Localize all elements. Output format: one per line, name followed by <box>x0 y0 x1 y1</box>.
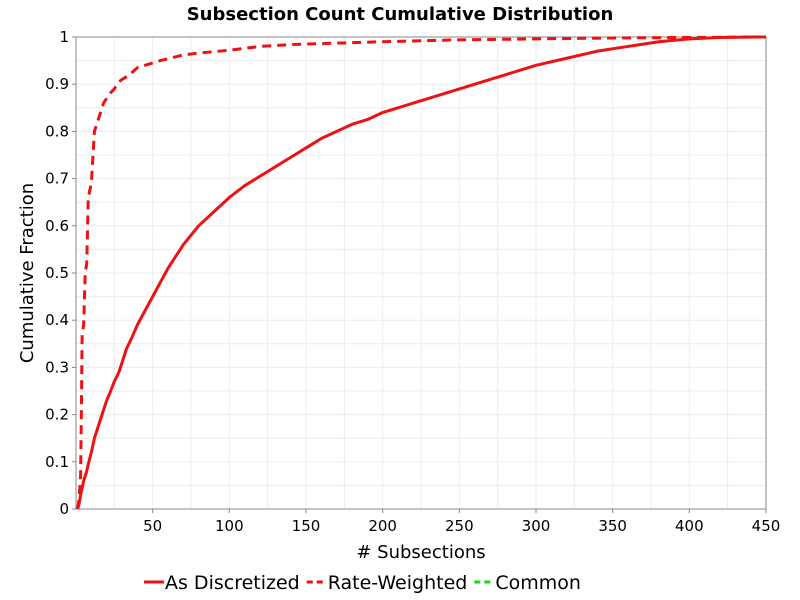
series-line-0 <box>76 35 766 510</box>
x-tick-label: 250 <box>445 517 474 535</box>
x-axis-ticks: 50 100 150 200 250 300 350 400 450 <box>143 509 780 535</box>
y-axis-label: Cumulative Fraction <box>17 183 38 363</box>
chart-title: Subsection Count Cumulative Distribution <box>187 4 614 25</box>
y-axis-ticks: 0 0.1 0.2 0.3 0.4 0.5 0.6 0.7 0.8 0.9 1 <box>45 28 76 518</box>
legend-entry-2: Common <box>495 572 581 594</box>
y-tick-label: 0.8 <box>45 122 69 140</box>
x-tick-label: 150 <box>292 517 321 535</box>
y-tick-label: 1 <box>59 28 69 46</box>
legend: As Discretized Rate-Weighted Common <box>144 572 581 594</box>
y-tick-label: 0.5 <box>45 264 69 282</box>
x-tick-label: 300 <box>522 517 551 535</box>
y-tick-label: 0.3 <box>45 358 69 376</box>
y-tick-label: 0.9 <box>45 75 69 93</box>
x-tick-label: 100 <box>215 517 244 535</box>
legend-entry-1: Rate-Weighted <box>328 572 468 594</box>
y-tick-label: 0.7 <box>45 170 69 188</box>
y-tick-label: 0.1 <box>45 453 69 471</box>
x-tick-label: 50 <box>143 517 162 535</box>
x-tick-label: 400 <box>675 517 704 535</box>
y-tick-label: 0 <box>59 500 69 518</box>
x-tick-label: 350 <box>598 517 627 535</box>
y-tick-label: 0.2 <box>45 406 69 424</box>
legend-entry-0: As Discretized <box>165 572 300 594</box>
x-tick-label: 200 <box>368 517 397 535</box>
series-lines <box>76 35 767 510</box>
y-tick-label: 0.4 <box>45 311 69 329</box>
grid-lines <box>76 37 766 509</box>
x-tick-label: 450 <box>752 517 781 535</box>
y-tick-label: 0.6 <box>45 217 69 235</box>
x-axis-label: # Subsections <box>356 542 485 563</box>
series-line-1 <box>76 35 767 510</box>
